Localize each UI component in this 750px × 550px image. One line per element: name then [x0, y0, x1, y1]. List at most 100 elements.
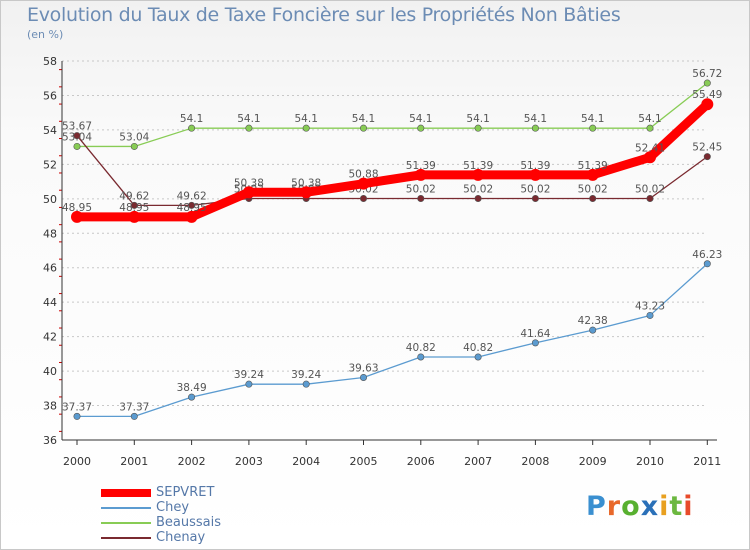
data-point: [245, 124, 253, 132]
chart-title: Evolution du Taux de Taxe Foncière sur l…: [27, 4, 621, 26]
data-label: 54.1: [581, 113, 604, 125]
x-tick-label: 2009: [579, 455, 607, 468]
data-label: 50.88: [348, 169, 378, 181]
data-point: [300, 186, 313, 199]
legend-swatch: [101, 489, 151, 497]
x-tick-label: 2006: [407, 455, 435, 468]
data-label: 38.49: [177, 382, 207, 394]
data-point: [529, 168, 542, 181]
data-point: [589, 326, 597, 334]
data-point: [646, 311, 654, 319]
logo-letter: P: [586, 491, 607, 522]
data-point: [646, 124, 654, 132]
logo-letter: r: [606, 491, 622, 522]
y-tick-label: 54: [43, 124, 57, 137]
y-tick-label: 46: [43, 262, 57, 275]
data-label: 50.02: [406, 183, 436, 195]
data-point: [73, 142, 81, 150]
x-tick-label: 2004: [292, 455, 320, 468]
x-tick-label: 2007: [464, 455, 492, 468]
data-point: [73, 132, 81, 140]
data-label: 51.39: [463, 160, 493, 172]
data-label: 54.1: [466, 113, 489, 125]
data-label: 50.38: [234, 177, 264, 189]
data-point: [586, 168, 599, 181]
data-point: [242, 186, 255, 199]
x-tick-label: 2008: [521, 455, 549, 468]
data-label: 50.02: [578, 183, 608, 195]
x-tick-label: 2011: [693, 455, 721, 468]
data-point: [188, 393, 196, 401]
data-point: [701, 98, 714, 111]
series-line-chey: [77, 263, 708, 418]
data-point: [128, 210, 141, 223]
logo-letter: t: [669, 491, 684, 522]
data-point: [357, 177, 370, 190]
data-point: [531, 339, 539, 347]
data-point: [185, 210, 198, 223]
y-tick-label: 48: [43, 227, 57, 240]
data-point: [302, 124, 310, 132]
data-point: [359, 373, 367, 381]
legend-swatch: [101, 537, 151, 539]
data-point: [71, 210, 83, 223]
logo-letter: i: [659, 491, 670, 522]
data-point: [188, 201, 196, 209]
data-point: [130, 201, 138, 209]
data-point: [474, 194, 482, 202]
data-label: 54.1: [180, 113, 203, 125]
data-point: [245, 380, 253, 388]
x-tick-label: 2005: [350, 455, 378, 468]
legend-label: SEPVRET: [156, 485, 215, 500]
x-tick-label: 2001: [120, 455, 148, 468]
data-point: [417, 353, 425, 361]
data-label: 54.1: [524, 113, 547, 125]
legend-swatch: [101, 507, 151, 509]
data-label: 49.62: [177, 190, 207, 202]
y-tick-label: 50: [43, 193, 57, 206]
series-line-chenay: [76, 135, 708, 207]
y-tick-label: 40: [43, 365, 57, 378]
data-label: 48.95: [177, 202, 207, 214]
data-point: [646, 194, 654, 202]
data-label: 51.39: [406, 160, 436, 172]
data-point: [417, 194, 425, 202]
legend-swatch: [101, 522, 151, 524]
x-tick-label: 2003: [235, 455, 263, 468]
logo-letter: i: [683, 491, 694, 522]
data-label: 48.95: [62, 202, 92, 214]
data-point: [703, 79, 711, 87]
data-label: 53.67: [62, 121, 92, 133]
data-label: 53.04: [119, 131, 149, 143]
logo-letter: o: [621, 491, 641, 522]
data-label: 42.38: [578, 315, 608, 327]
data-label: 55.49: [692, 89, 722, 101]
data-point: [474, 353, 482, 361]
data-label: 49.62: [119, 190, 149, 202]
data-label: 52.45: [692, 142, 722, 154]
series-line-beaussais: [77, 82, 708, 148]
data-label: 37.37: [62, 401, 92, 413]
data-label: 43.23: [635, 300, 665, 312]
data-label: 51.39: [520, 160, 550, 172]
data-label: 46.23: [692, 249, 722, 261]
legend-label: Beaussais: [156, 515, 222, 530]
data-point: [414, 168, 427, 181]
data-point: [703, 260, 711, 268]
data-point: [359, 124, 367, 132]
series-line-sepvret: [77, 100, 711, 222]
y-tick-label: 58: [43, 55, 57, 68]
data-label: 39.24: [234, 369, 264, 381]
data-point: [703, 153, 711, 161]
y-tick-label: 42: [43, 331, 57, 344]
y-tick-label: 52: [43, 158, 57, 171]
proxiti-logo: Proxiti: [586, 491, 694, 522]
y-tick-label: 36: [43, 434, 57, 447]
data-label: 40.82: [463, 342, 493, 354]
data-point: [589, 124, 597, 132]
data-label: 39.24: [291, 369, 321, 381]
data-label: 51.39: [578, 160, 608, 172]
data-label: 37.37: [119, 401, 149, 413]
data-label: 48.95: [119, 202, 149, 214]
